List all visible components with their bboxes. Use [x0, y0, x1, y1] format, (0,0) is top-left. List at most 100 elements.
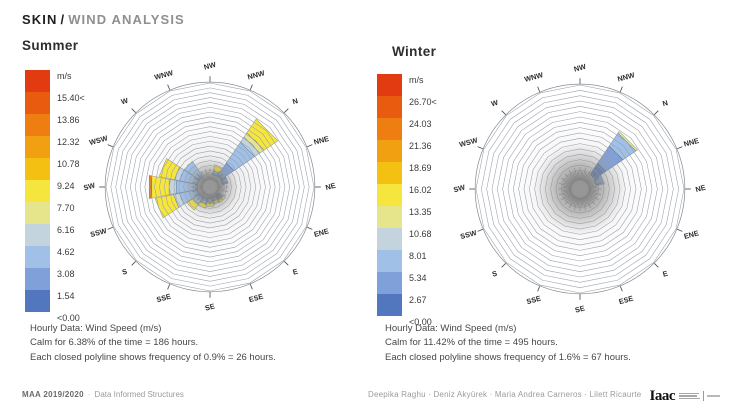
compass-label: SW [452, 183, 466, 195]
legend-label: 18.69 [409, 163, 432, 173]
grid-rings [105, 82, 315, 292]
legend-label: m/s [57, 71, 72, 81]
compass-label: W [490, 98, 499, 109]
iaac-logo-micro-lines [679, 392, 700, 400]
compass-label: NW [573, 62, 587, 74]
legend-color-cell [377, 118, 402, 140]
page-title-separator: / [60, 12, 66, 27]
calm-center [179, 156, 241, 218]
footer-course-name: MAA 2019/2020 [22, 390, 84, 399]
legend-label: 12.32 [57, 137, 80, 147]
compass-label: NNW [246, 68, 265, 81]
legend-color-bar [25, 70, 50, 312]
legend-color-cell [25, 136, 50, 158]
calm-center [534, 143, 626, 235]
legend-label: 5.34 [409, 273, 427, 283]
legend-color-cell [25, 114, 50, 136]
compass-label: WSW [458, 135, 478, 149]
iaac-logo-divider [703, 391, 704, 401]
legend-label: 6.16 [57, 225, 75, 235]
legend-label: <0.00 [57, 313, 80, 323]
legend-color-cell [377, 184, 402, 206]
legend-color-cell [377, 162, 402, 184]
legend-color-cell [377, 74, 402, 96]
legend-label: 10.68 [409, 229, 432, 239]
legend-label: 9.24 [57, 181, 75, 191]
wind-rose-winter: NW NNW N NNE NE ENE E ESE SE SSE S SSW SW WSW W WNW [452, 62, 706, 315]
legend-label: 15.40< [57, 93, 85, 103]
outer-rim [474, 83, 686, 295]
legend-color-cell [377, 96, 402, 118]
legend-color-cell [25, 202, 50, 224]
notes-winter: Hourly Data: Wind Speed (m/s) Calm for 1… [385, 322, 725, 365]
compass-label: N [291, 96, 298, 106]
legend-winter: m/s 26.70< 24.03 21.36 18.69 16.02 13.35 10.68 8… [377, 74, 497, 327]
season-title-winter: Winter [392, 44, 437, 59]
legend-color-cell [377, 250, 402, 272]
compass-label: NNE [683, 136, 700, 149]
footer-program-name: Data Informed Structures [94, 390, 184, 399]
iaac-logo: Iaac [650, 389, 720, 404]
compass-label: E [662, 269, 669, 279]
legend-label: 8.01 [409, 251, 427, 261]
compass-label: S [491, 269, 498, 279]
legend-color-cell [25, 224, 50, 246]
compass-label: SSE [155, 292, 172, 304]
iaac-logo-micro-line [707, 395, 720, 397]
legend-color-cell [25, 268, 50, 290]
legend-color-cell [25, 92, 50, 114]
compass-label: W [120, 96, 129, 107]
legend-color-cell [25, 246, 50, 268]
compass-label: SW [82, 181, 96, 193]
iaac-logo-micro-text [679, 391, 720, 401]
compass-label: SSW [89, 226, 107, 239]
compass-ticks [99, 76, 321, 298]
compass-label: ESE [618, 294, 635, 306]
legend-label: 10.78 [57, 159, 80, 169]
legend-summer: m/s 15.40< 13.86 12.32 10.78 9.24 7.70 6.16 4.62… [25, 70, 145, 323]
legend-color-cell [377, 140, 402, 162]
compass-labels: NW NNW N NNE NE ENE E ESE SE SSE S SSW SW WSW W WNW [452, 62, 706, 315]
compass-label: NNW [616, 70, 635, 83]
legend-color-cell [377, 206, 402, 228]
legend-color-cell [25, 70, 50, 92]
legend-color-cell [377, 272, 402, 294]
season-title-summer: Summer [22, 38, 79, 53]
footer-separator: · [87, 390, 91, 399]
compass-label: NW [203, 60, 217, 72]
compass-label: N [661, 98, 668, 108]
compass-label: S [121, 267, 128, 277]
compass-label: WNW [523, 70, 544, 84]
compass-label: SSE [525, 294, 542, 306]
legend-color-cell [377, 294, 402, 316]
legend-color-cell [377, 228, 402, 250]
note-line: Calm for 6.38% of the time = 186 hours. [30, 337, 199, 349]
legend-label: 2.67 [409, 295, 427, 305]
page-title-secondary: WIND ANALYSIS [68, 12, 185, 27]
legend-label: 16.02 [409, 185, 432, 195]
legend-color-bar [377, 74, 402, 316]
notes-summer: Hourly Data: Wind Speed (m/s) Calm for 6… [30, 322, 370, 365]
compass-label: SE [574, 303, 586, 314]
legend-label: 21.36 [409, 141, 432, 151]
legend-label: m/s [409, 75, 424, 85]
compass-label: SE [204, 301, 216, 312]
compass-label: WSW [88, 133, 108, 147]
legend-label: 13.35 [409, 207, 432, 217]
note-line: Hourly Data: Wind Speed (m/s) [30, 323, 162, 334]
compass-label: NE [324, 181, 336, 192]
legend-label: 1.54 [57, 291, 75, 301]
compass-label: ENE [683, 228, 700, 241]
compass-label: E [292, 267, 299, 277]
compass-label: SSW [459, 228, 477, 241]
outer-rim [104, 81, 316, 293]
legend-color-cell [25, 290, 50, 312]
page-title: SKIN / WIND ANALYSIS [22, 12, 185, 27]
legend-label: 13.86 [57, 115, 80, 125]
legend-color-cell [25, 158, 50, 180]
compass-ticks [469, 78, 691, 300]
legend-label: 24.03 [409, 119, 432, 129]
compass-label: NE [694, 183, 706, 194]
note-line: Each closed polyline shows frequency of … [385, 351, 631, 363]
